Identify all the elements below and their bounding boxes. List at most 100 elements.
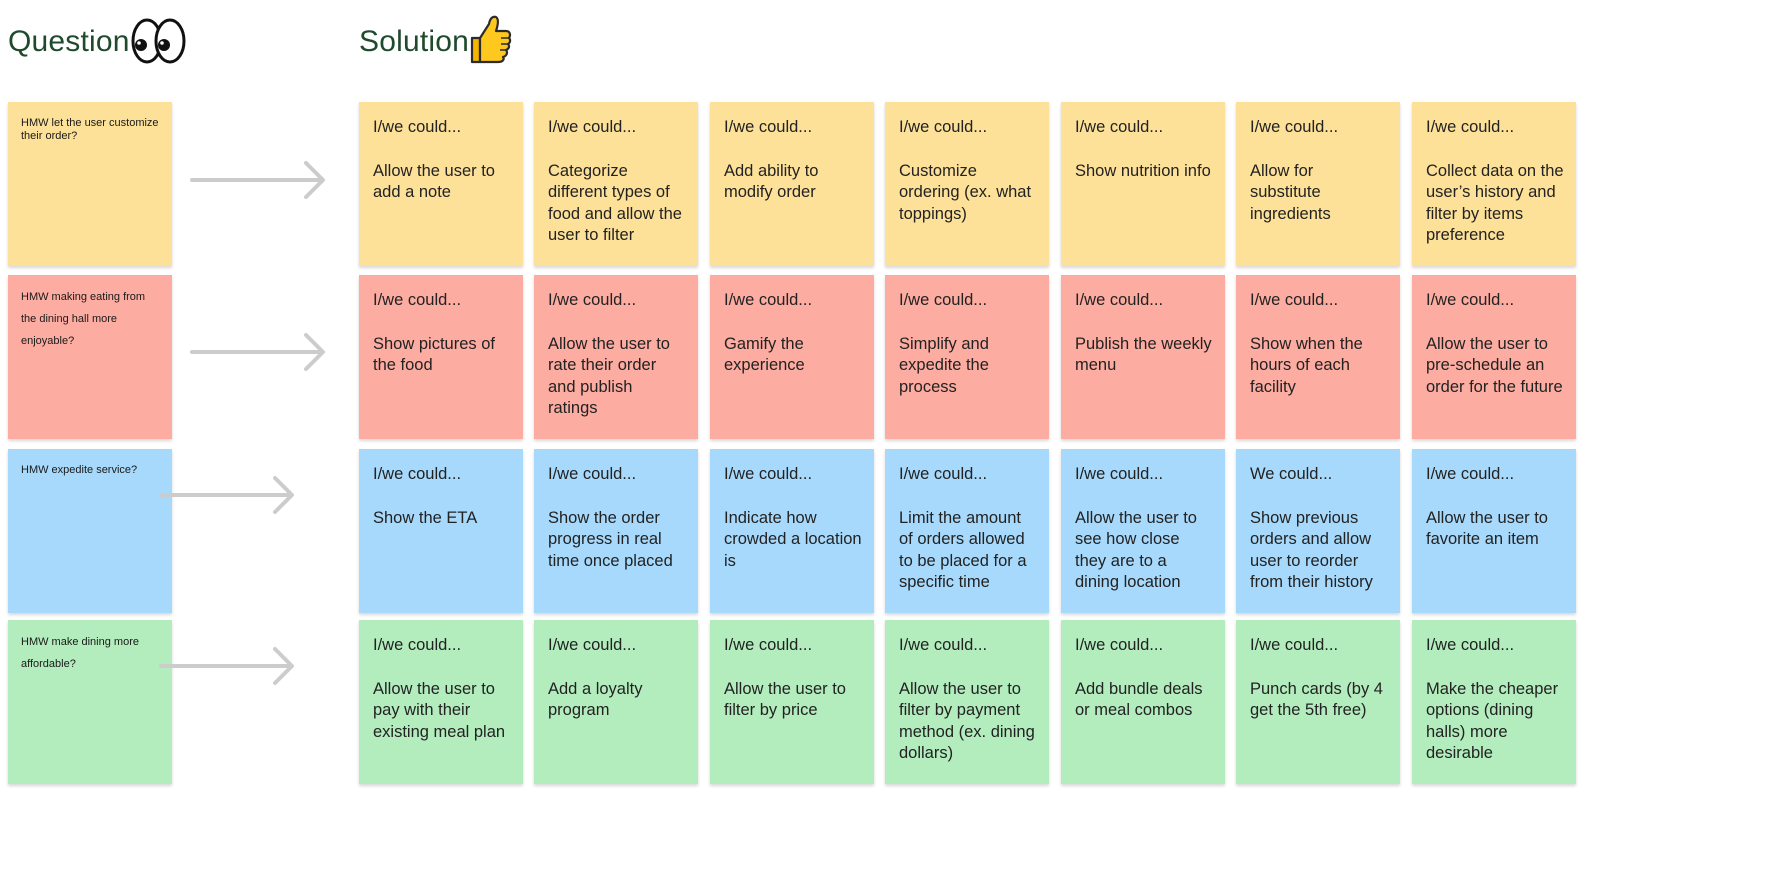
sticky-body: Punch cards (by 4 get the 5th free) xyxy=(1250,679,1383,720)
sticky-body: Allow the user to filter by payment meth… xyxy=(899,679,1035,763)
solution-sticky[interactable]: We could... Show previous orders and all… xyxy=(1236,449,1400,613)
sticky-body: Customize ordering (ex. what toppings) xyxy=(899,161,1032,223)
sticky-lead: We could... xyxy=(1250,465,1333,483)
sticky-body: Show the ETA xyxy=(373,508,478,527)
solution-sticky[interactable]: I/we could... Allow the user to pay with… xyxy=(359,620,523,784)
solution-sticky[interactable]: I/we could... Show the ETA xyxy=(359,449,523,613)
solution-sticky[interactable]: I/we could... Show when the hours of eac… xyxy=(1236,275,1400,439)
question-text: HMW make dining more affordable? xyxy=(21,636,139,670)
arrow-icon xyxy=(190,161,325,199)
solution-sticky[interactable]: I/we could... Categorize different types… xyxy=(534,102,698,266)
sticky-body: Allow the user to filter by price xyxy=(724,679,846,720)
sticky-lead: I/we could... xyxy=(899,118,988,136)
solution-sticky[interactable]: I/we could... Allow the user to add a no… xyxy=(359,102,523,266)
sticky-lead: I/we could... xyxy=(899,465,988,483)
sticky-lead: I/we could... xyxy=(724,636,813,654)
arrow-icon xyxy=(190,333,325,371)
solution-sticky[interactable]: I/we could... Gamify the experience xyxy=(710,275,874,439)
solution-sticky[interactable]: I/we could... Simplify and expedite the … xyxy=(885,275,1049,439)
solution-sticky[interactable]: I/we could... Add a loyalty program xyxy=(534,620,698,784)
solution-sticky[interactable]: I/we could... Show nutrition info xyxy=(1061,102,1225,266)
solution-sticky[interactable]: I/we could... Allow the user to see how … xyxy=(1061,449,1225,613)
sticky-body: Allow for substitute ingredients xyxy=(1250,161,1331,223)
solution-sticky[interactable]: I/we could... Allow for substitute ingre… xyxy=(1236,102,1400,266)
solution-sticky[interactable]: I/we could... Allow the user to pre-sche… xyxy=(1412,275,1576,439)
solution-sticky[interactable]: I/we could... Add bundle deals or meal c… xyxy=(1061,620,1225,784)
row-customize-order: HMW let the user customize their order? … xyxy=(0,102,1769,267)
sticky-body: Show when the hours of each facility xyxy=(1250,334,1363,396)
sticky-lead: I/we could... xyxy=(899,636,988,654)
sticky-lead: I/we could... xyxy=(1075,118,1164,136)
eyes-icon xyxy=(131,18,186,64)
sticky-body: Categorize different types of food and a… xyxy=(548,161,682,245)
solution-heading: Solution xyxy=(359,25,470,58)
solution-sticky[interactable]: I/we could... Indicate how crowded a loc… xyxy=(710,449,874,613)
sticky-body: Allow the user to rate their order and p… xyxy=(548,334,670,418)
sticky-body: Allow the user to see how close they are… xyxy=(1075,508,1197,592)
sticky-lead: I/we could... xyxy=(1075,291,1164,309)
arrow-icon xyxy=(159,647,294,685)
question-sticky[interactable]: HMW let the user customize their order? xyxy=(8,102,172,266)
solution-sticky[interactable]: I/we could... Allow the user to filter b… xyxy=(885,620,1049,784)
solution-sticky[interactable]: I/we could... Limit the amount of orders… xyxy=(885,449,1049,613)
row-dining-affordable: HMW make dining more affordable? I/we co… xyxy=(0,620,1769,785)
sticky-lead: I/we could... xyxy=(1426,118,1515,136)
sticky-lead: I/we could... xyxy=(1426,291,1515,309)
thumbs-up-icon xyxy=(470,15,512,64)
sticky-body: Simplify and expedite the process xyxy=(899,334,989,396)
question-heading: Question xyxy=(8,25,130,58)
sticky-lead: I/we could... xyxy=(548,636,637,654)
question-sticky[interactable]: HMW make dining more affordable? xyxy=(8,620,172,784)
solution-sticky[interactable]: I/we could... Add ability to modify orde… xyxy=(710,102,874,266)
sticky-lead: I/we could... xyxy=(1426,465,1515,483)
sticky-body: Allow the user to pay with their existin… xyxy=(373,679,506,741)
sticky-lead: I/we could... xyxy=(1426,636,1515,654)
sticky-lead: I/we could... xyxy=(1250,118,1339,136)
sticky-body: Limit the amount of orders allowed to be… xyxy=(899,508,1027,592)
sticky-lead: I/we could... xyxy=(724,118,813,136)
sticky-lead: I/we could... xyxy=(1075,465,1164,483)
sticky-body: Indicate how crowded a location is xyxy=(724,508,862,570)
sticky-lead: I/we could... xyxy=(1075,636,1164,654)
question-sticky[interactable]: HMW making eating from the dining hall m… xyxy=(8,275,172,439)
solution-sticky[interactable]: I/we could... Make the cheaper options (… xyxy=(1412,620,1576,784)
solution-sticky[interactable]: I/we could... Show pictures of the food xyxy=(359,275,523,439)
sticky-lead: I/we could... xyxy=(1250,636,1339,654)
solution-sticky[interactable]: I/we could... Allow the user to filter b… xyxy=(710,620,874,784)
solution-sticky[interactable]: I/we could... Allow the user to rate the… xyxy=(534,275,698,439)
sticky-body: Allow the user to pre-schedule an order … xyxy=(1426,334,1563,396)
sticky-body: Add bundle deals or meal combos xyxy=(1075,679,1203,720)
solution-sticky[interactable]: I/we could... Punch cards (by 4 get the … xyxy=(1236,620,1400,784)
solution-sticky[interactable]: I/we could... Customize ordering (ex. wh… xyxy=(885,102,1049,266)
solution-sticky[interactable]: I/we could... Allow the user to favorite… xyxy=(1412,449,1576,613)
question-text: HMW expedite service? xyxy=(21,464,138,476)
sticky-body: Allow the user to add a note xyxy=(373,161,495,202)
sticky-body: Show previous orders and allow user to r… xyxy=(1250,508,1373,592)
sticky-lead: I/we could... xyxy=(373,465,462,483)
row-expedite-service: HMW expedite service? I/we could... Show… xyxy=(0,449,1769,614)
question-sticky[interactable]: HMW expedite service? xyxy=(8,449,172,613)
sticky-body: Show pictures of the food xyxy=(373,334,495,375)
sticky-lead: I/we could... xyxy=(548,291,637,309)
sticky-body: Show the order progress in real time onc… xyxy=(548,508,673,570)
sticky-body: Show nutrition info xyxy=(1075,161,1211,180)
sticky-lead: I/we could... xyxy=(548,118,637,136)
sticky-body: Collect data on the user’s history and f… xyxy=(1426,161,1564,245)
sticky-body: Publish the weekly menu xyxy=(1075,334,1212,375)
sticky-body: Add a loyalty program xyxy=(548,679,643,720)
solution-sticky[interactable]: I/we could... Collect data on the user’s… xyxy=(1412,102,1576,266)
sticky-lead: I/we could... xyxy=(724,291,813,309)
sticky-body: Add ability to modify order xyxy=(724,161,819,202)
sticky-body: Allow the user to favorite an item xyxy=(1426,508,1548,549)
row-dining-hall-enjoyable: HMW making eating from the dining hall m… xyxy=(0,275,1769,440)
sticky-lead: I/we could... xyxy=(373,636,462,654)
sticky-body: Make the cheaper options (dining halls) … xyxy=(1426,679,1559,763)
solution-sticky[interactable]: I/we could... Publish the weekly menu xyxy=(1061,275,1225,439)
arrow-icon xyxy=(159,476,294,514)
sticky-lead: I/we could... xyxy=(373,118,462,136)
sticky-lead: I/we could... xyxy=(1250,291,1339,309)
solution-sticky[interactable]: I/we could... Show the order progress in… xyxy=(534,449,698,613)
sticky-body: Gamify the experience xyxy=(724,334,805,375)
question-text: HMW let the user customize their order? xyxy=(21,117,159,143)
sticky-lead: I/we could... xyxy=(373,291,462,309)
